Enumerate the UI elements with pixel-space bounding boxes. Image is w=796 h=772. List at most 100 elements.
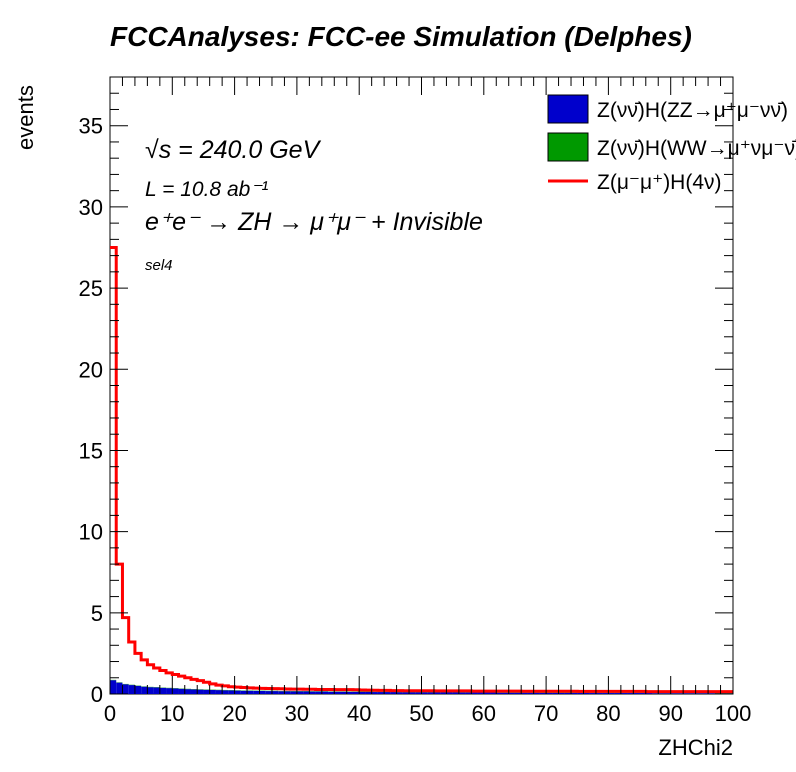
luminosity-annotation: L = 10.8 ab⁻¹: [145, 178, 268, 201]
bar-zz: [359, 691, 366, 694]
bar-zz: [496, 692, 503, 694]
legend-swatch-zz: [547, 94, 589, 124]
bar-zz: [589, 693, 596, 694]
y-tick-labels: 0 5 10 15 20 25 30 35: [79, 114, 103, 707]
bar-zz: [147, 687, 154, 694]
bar-zz: [627, 693, 634, 694]
bar-zz: [265, 691, 272, 694]
bar-zz: [514, 692, 522, 694]
x-tick-label: 10: [160, 701, 184, 726]
series-4nu-line: [110, 245, 733, 694]
bar-zz: [471, 692, 478, 694]
bar-zz: [296, 691, 304, 694]
bar-zz: [128, 685, 135, 694]
bar-zz: [377, 692, 385, 694]
plot-frame: [109, 76, 734, 695]
annotations: √s = 240.0 GeV L = 10.8 ab⁻¹ e⁺e⁻ → ZH →…: [145, 136, 483, 274]
bar-zz: [159, 687, 167, 694]
bar-zz: [396, 692, 403, 694]
x-tick-labels: 0 10 20 30 40 50 60 70 80 90 100: [104, 701, 751, 726]
bar-zz: [197, 689, 204, 694]
bar-zz: [240, 690, 248, 694]
bar-zz: [577, 692, 584, 694]
bar-zz: [708, 693, 715, 694]
bar-zz: [608, 693, 615, 694]
bar-zz: [284, 691, 291, 694]
y-tick-label: 15: [79, 438, 103, 463]
bar-zz: [539, 692, 547, 694]
bar-zz: [695, 693, 702, 694]
plot-area: [109, 76, 734, 695]
bar-zz: [564, 692, 572, 694]
bar-zz: [639, 693, 646, 694]
bar-zz: [352, 691, 360, 694]
y-tick-label: 0: [91, 682, 103, 707]
bar-zz: [490, 692, 497, 694]
bar-zz: [178, 688, 185, 694]
bar-zz: [483, 692, 491, 694]
bar-zz: [433, 692, 441, 694]
bar-zz: [552, 692, 559, 694]
bar-zz: [390, 692, 397, 694]
bar-zz: [571, 692, 578, 694]
x-tick-label: 80: [596, 701, 620, 726]
bar-zz: [521, 692, 528, 694]
bar-zz: [259, 690, 266, 694]
bar-zz: [172, 688, 179, 694]
x-tick-label: 0: [104, 701, 116, 726]
series-zz: [110, 680, 733, 694]
bar-zz: [664, 693, 671, 694]
bar-zz: [427, 692, 434, 694]
bar-zz: [683, 693, 690, 694]
bar-zz: [676, 693, 684, 694]
bar-zz: [633, 693, 640, 694]
bar-zz: [153, 687, 160, 694]
bar-zz: [346, 691, 353, 694]
bar-zz: [546, 692, 553, 694]
legend-label-ww: Z(νν̄)H(WW→μ⁺νμ⁻ν̄): [597, 137, 796, 160]
bar-zz: [595, 693, 603, 694]
bar-zz: [247, 690, 254, 694]
bar-zz: [402, 692, 410, 694]
legend: Z(νν̄)H(ZZ→μ⁺μ⁻νν̄) Z(νν̄)H(WW→μ⁺νμ⁻ν̄) …: [547, 94, 796, 194]
x-tick-label: 30: [285, 701, 309, 726]
bar-zz: [658, 693, 665, 694]
x-tick-label: 20: [222, 701, 246, 726]
process-annotation: e⁺e⁻ → ZH → μ⁺μ⁻ + Invisible: [145, 208, 483, 236]
bar-zz: [533, 692, 540, 694]
selection-annotation: sel4: [145, 257, 173, 274]
y-tick-label: 35: [79, 114, 103, 139]
chart-title: FCCAnalyses: FCC-ee Simulation (Delphes): [110, 21, 692, 52]
bar-zz: [371, 692, 378, 694]
y-axis-label: events: [13, 85, 38, 150]
bar-zz: [215, 690, 223, 694]
legend-label-zz: Z(νν̄)H(ZZ→μ⁺μ⁻νν̄): [597, 99, 788, 122]
bar-zz: [253, 690, 260, 694]
x-axis-label: ZHChi2: [658, 735, 733, 760]
y-tick-label: 10: [79, 520, 103, 545]
bar-zz: [508, 692, 515, 694]
bar-zz: [458, 692, 466, 694]
bar-zz: [222, 690, 229, 694]
bar-zz: [384, 692, 391, 694]
axis-ticks: [109, 76, 734, 695]
legend-label-4nu: Z(μ⁻μ⁺)H(4ν): [597, 171, 722, 194]
bar-zz: [234, 690, 241, 694]
bar-zz: [365, 691, 372, 694]
bar-zz: [701, 693, 709, 694]
bar-zz: [303, 691, 310, 694]
bar-zz: [465, 692, 472, 694]
bar-zz: [228, 690, 235, 694]
energy-annotation: √s = 240.0 GeV: [145, 136, 322, 164]
bar-zz: [340, 691, 347, 694]
bar-zz: [116, 682, 123, 694]
bar-zz: [290, 691, 297, 694]
bar-zz: [614, 693, 621, 694]
bar-zz: [620, 693, 628, 694]
bar-zz: [527, 692, 534, 694]
bar-zz: [278, 691, 285, 694]
bar-zz: [190, 689, 198, 694]
bar-zz: [309, 691, 316, 694]
bar-zz: [421, 692, 428, 694]
